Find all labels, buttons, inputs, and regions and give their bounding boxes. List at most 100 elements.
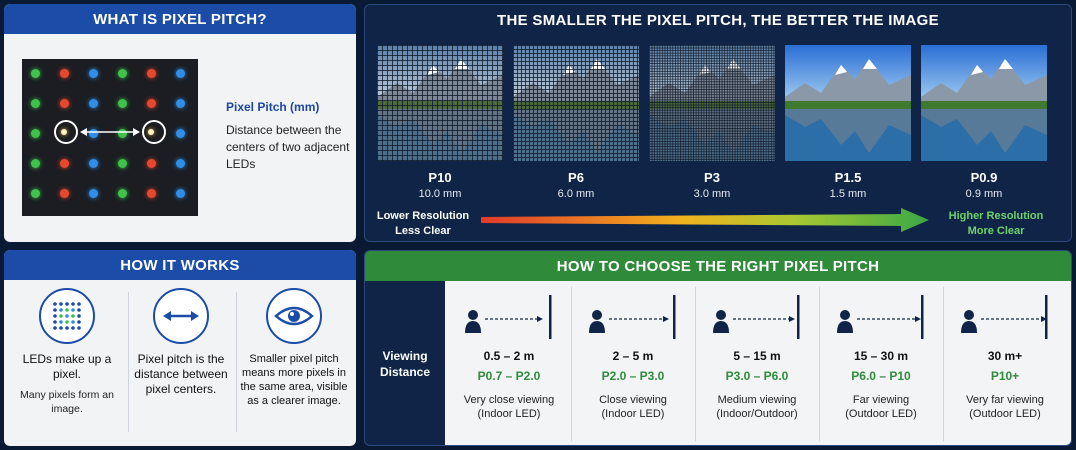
pitch-label: P10 bbox=[428, 170, 452, 185]
how-it-works-panel: HOW IT WORKS LEDs make up a pixel. Many … bbox=[4, 250, 356, 446]
pixel-pitch-label: Pixel Pitch (mm) bbox=[226, 100, 320, 114]
use-case-line1: Medium viewing bbox=[717, 394, 797, 406]
landscape-thumbnail bbox=[513, 45, 639, 161]
lower-resolution-label: Lower Resolution Less Clear bbox=[373, 209, 473, 239]
pitch-mm-value: 10.0 mm bbox=[418, 188, 462, 200]
use-case-line2: (Outdoor LED) bbox=[845, 408, 917, 420]
led-dot bbox=[89, 129, 98, 138]
led-dot bbox=[176, 69, 185, 78]
led-dot bbox=[118, 129, 127, 138]
viewing-distance-label: Viewing Distance bbox=[365, 281, 445, 445]
choose-pitch-header: HOW TO CHOOSE THE RIGHT PIXEL PITCH bbox=[365, 251, 1071, 281]
how-item-leds-main: LEDs make up a pixel. bbox=[22, 352, 112, 381]
landscape-thumbnail bbox=[921, 45, 1047, 161]
pitch-mm-value: 3.0 mm bbox=[693, 188, 731, 200]
led-dot bbox=[148, 129, 154, 135]
card-divider bbox=[695, 287, 696, 441]
lower-resolution-line2: Less Clear bbox=[395, 225, 451, 237]
card-divider bbox=[819, 287, 820, 441]
pitch-label: P1.5 bbox=[834, 170, 862, 185]
how-item-eye: Smaller pixel pitch means more pixels in… bbox=[238, 288, 350, 408]
eye-icon bbox=[266, 288, 322, 344]
pixel-pitch-header: WHAT IS PIXEL PITCH? bbox=[4, 4, 356, 34]
use-case-line1: Close viewing bbox=[599, 394, 667, 406]
led-dot bbox=[118, 159, 127, 168]
led-dot bbox=[147, 159, 156, 168]
resolution-gradient-arrow bbox=[481, 208, 929, 232]
use-case-line2: (Outdoor LED) bbox=[969, 408, 1041, 420]
viewing-use-case: Medium viewing (Indoor/Outdoor) bbox=[695, 393, 819, 421]
recommended-pitch-range: P6.0 – P10 bbox=[851, 369, 911, 383]
led-dot bbox=[60, 189, 69, 198]
led-grid-illustration bbox=[22, 59, 198, 216]
higher-resolution-label: Higher Resolution More Clear bbox=[937, 209, 1055, 239]
card-divider bbox=[943, 287, 944, 441]
pitch-measure-arrow bbox=[54, 120, 166, 144]
how-item-eye-text: Smaller pixel pitch means more pixels in… bbox=[240, 353, 348, 407]
how-item-leds-sub: Many pixels form an image. bbox=[20, 389, 114, 415]
landscape-thumbnail bbox=[377, 45, 503, 161]
pixel-pitch-description: Distance between the centers of two adja… bbox=[226, 123, 350, 171]
led-dot bbox=[60, 99, 69, 108]
distance-card: 5 – 15 m P3.0 – P6.0 Medium viewing (Indoor… bbox=[695, 281, 819, 445]
viewer-to-screen-icon bbox=[961, 295, 1048, 339]
viewing-distance-line2: Distance bbox=[379, 365, 431, 379]
pitch-label: P6 bbox=[568, 170, 584, 185]
led-dot bbox=[31, 159, 40, 168]
how-item-pitch-main: Pixel pitch is the distance between pixe… bbox=[134, 352, 228, 396]
distance-cards: 0.5 – 2 m P0.7 – P2.0 Very close viewing (I… bbox=[445, 281, 1071, 445]
lower-resolution-line1: Lower Resolution bbox=[376, 210, 470, 222]
recommended-pitch-range: P0.7 – P2.0 bbox=[477, 369, 541, 383]
card-divider bbox=[571, 287, 572, 441]
led-dot bbox=[89, 69, 98, 78]
use-case-line2: (Indoor LED) bbox=[477, 408, 541, 420]
led-dot bbox=[89, 159, 98, 168]
comparison-header: THE SMALLER THE PIXEL PITCH, THE BETTER … bbox=[365, 5, 1071, 35]
use-case-line1: Very close viewing bbox=[463, 394, 555, 406]
use-case-line1: Very far viewing bbox=[966, 394, 1044, 406]
use-case-line1: Far viewing bbox=[852, 394, 910, 406]
viewer-to-screen-icon bbox=[589, 295, 676, 339]
distance-card: 30 m+ P10+ Very far viewing (Outdoor LED) bbox=[943, 281, 1067, 445]
led-dot bbox=[31, 99, 40, 108]
pitch-mm-value: 0.9 mm bbox=[965, 188, 1003, 200]
led-dot bbox=[31, 69, 40, 78]
pixel-pitch-panel: WHAT IS PIXEL PITCH? Pixel Pitch (mm) Di… bbox=[4, 4, 356, 242]
pitch-mm-value: 6.0 mm bbox=[557, 188, 595, 200]
divider bbox=[128, 292, 129, 432]
led-dot bbox=[31, 189, 40, 198]
led-grid-icon bbox=[39, 288, 95, 344]
pitch-label: P3 bbox=[704, 170, 720, 185]
higher-resolution-line1: Higher Resolution bbox=[948, 210, 1044, 222]
higher-resolution-line2: More Clear bbox=[967, 225, 1025, 237]
viewing-use-case: Very far viewing (Outdoor LED) bbox=[943, 393, 1067, 421]
led-dot bbox=[89, 189, 98, 198]
led-dot bbox=[60, 159, 69, 168]
comparison-panel: THE SMALLER THE PIXEL PITCH, THE BETTER … bbox=[364, 4, 1072, 242]
distance-card: 2 – 5 m P2.0 – P3.0 Close viewing (Indoor L… bbox=[571, 281, 695, 445]
use-case-line2: (Indoor LED) bbox=[601, 408, 665, 420]
how-item-leds: LEDs make up a pixel. Many pixels form a… bbox=[14, 288, 120, 416]
recommended-pitch-range: P3.0 – P6.0 bbox=[725, 369, 789, 383]
landscape-thumbnail bbox=[785, 45, 911, 161]
viewing-distance-value: 15 – 30 m bbox=[853, 349, 909, 363]
viewer-to-screen-icon bbox=[837, 295, 924, 339]
led-dot bbox=[61, 129, 67, 135]
pitch-label: P0.9 bbox=[970, 170, 998, 185]
how-it-works-header: HOW IT WORKS bbox=[4, 250, 356, 280]
viewing-distance-line1: Viewing bbox=[382, 349, 428, 363]
viewing-use-case: Very close viewing (Indoor LED) bbox=[447, 393, 571, 421]
viewer-to-screen-icon bbox=[713, 295, 800, 339]
distance-card: 15 – 30 m P6.0 – P10 Far viewing (Outdoor L… bbox=[819, 281, 943, 445]
divider bbox=[236, 292, 237, 432]
viewing-distance-value: 0.5 – 2 m bbox=[483, 349, 535, 363]
recommended-pitch-range: P10+ bbox=[990, 369, 1020, 383]
viewing-distance-value: 30 m+ bbox=[987, 349, 1023, 363]
led-dot bbox=[176, 159, 185, 168]
led-dot bbox=[147, 189, 156, 198]
led-dot bbox=[118, 69, 127, 78]
choose-pitch-panel: HOW TO CHOOSE THE RIGHT PIXEL PITCH View… bbox=[364, 250, 1072, 446]
led-dot bbox=[176, 129, 185, 138]
viewing-distance-value: 2 – 5 m bbox=[612, 349, 654, 363]
landscape-thumbnail bbox=[649, 45, 775, 161]
